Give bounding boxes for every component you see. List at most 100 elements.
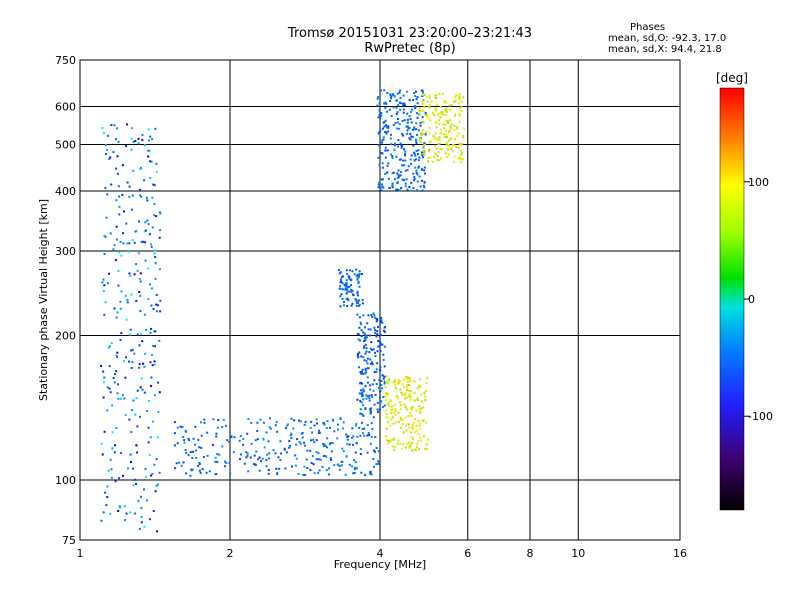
echo-point: [384, 146, 387, 149]
echo-point: [155, 162, 158, 165]
echo-point: [146, 409, 149, 412]
echo-point: [106, 193, 109, 196]
echo-point: [408, 137, 411, 140]
echo-point: [319, 431, 322, 434]
echo-point: [391, 438, 394, 441]
echo-point: [138, 363, 141, 366]
echo-point: [369, 347, 372, 350]
echo-point: [428, 126, 431, 129]
echo-point: [457, 102, 460, 105]
echo-point: [118, 477, 121, 480]
echo-point: [358, 366, 361, 369]
echo-point: [154, 490, 157, 493]
echo-point: [454, 138, 456, 141]
echo-point: [198, 462, 201, 464]
echo-point: [152, 183, 155, 186]
echo-point: [216, 453, 219, 456]
echo-point: [372, 457, 375, 460]
echo-point: [396, 172, 399, 175]
echo-point: [418, 408, 421, 411]
echo-point: [319, 458, 322, 461]
echo-point: [286, 423, 289, 426]
echo-point: [119, 338, 122, 341]
echo-point: [140, 495, 142, 498]
echo-point: [413, 380, 416, 383]
echo-point: [100, 519, 103, 522]
echo-point: [102, 396, 105, 399]
echo-point: [154, 255, 157, 258]
echo-point: [125, 222, 128, 225]
echo-point: [148, 150, 151, 153]
echo-point: [415, 424, 418, 427]
echo-point: [149, 361, 152, 364]
echo-point: [116, 155, 119, 158]
echo-point: [402, 104, 405, 106]
echo-point: [410, 407, 413, 410]
echo-point: [346, 286, 349, 289]
echo-point: [147, 426, 150, 429]
echo-points: [100, 89, 465, 533]
echo-point: [376, 408, 379, 411]
echo-point: [378, 113, 381, 116]
echo-point: [147, 155, 150, 158]
echo-point: [339, 278, 342, 281]
echo-point: [119, 452, 122, 454]
echo-point: [408, 377, 411, 380]
echo-point: [294, 454, 297, 457]
echo-point: [418, 175, 421, 178]
echo-point: [411, 405, 414, 408]
echo-point: [112, 377, 115, 379]
echo-point: [247, 470, 250, 473]
echo-point: [346, 438, 349, 441]
echo-point: [359, 339, 362, 342]
echo-point: [194, 425, 197, 428]
echo-point: [431, 160, 434, 163]
echo-point: [367, 431, 370, 434]
echo-point: [154, 363, 157, 366]
echo-point: [104, 144, 107, 146]
echo-point: [120, 290, 123, 293]
echo-point: [121, 394, 124, 397]
echo-point: [108, 387, 111, 390]
echo-point: [104, 235, 107, 238]
echo-point: [318, 469, 321, 472]
echo-point: [153, 360, 156, 363]
echo-point: [327, 467, 330, 470]
echo-point: [410, 431, 412, 434]
echo-point: [214, 460, 217, 463]
echo-point: [362, 390, 365, 393]
echo-point: [353, 459, 356, 462]
echo-point: [356, 273, 359, 276]
echo-point: [383, 345, 386, 348]
echo-point: [104, 491, 107, 494]
echo-point: [377, 132, 380, 135]
echo-point: [321, 465, 324, 468]
echo-point: [348, 277, 351, 280]
echo-point: [229, 472, 232, 475]
echo-point: [137, 252, 140, 255]
echo-point: [125, 512, 128, 515]
echo-point: [415, 429, 418, 432]
echo-point: [392, 411, 395, 414]
echo-point: [132, 484, 135, 487]
echo-point: [150, 160, 153, 163]
echo-point: [382, 396, 385, 399]
echo-point: [285, 427, 287, 430]
echo-point: [143, 179, 146, 182]
echo-point: [421, 116, 424, 119]
echo-point: [400, 391, 403, 394]
echo-point: [154, 262, 157, 265]
echo-point: [407, 380, 409, 383]
echo-point: [387, 440, 390, 442]
echo-point: [413, 176, 416, 178]
echo-point: [385, 439, 388, 442]
echo-point: [391, 182, 394, 185]
echo-point: [380, 316, 383, 319]
echo-point: [351, 302, 354, 305]
echo-point: [391, 157, 394, 159]
echo-point: [382, 353, 385, 356]
echo-point: [216, 426, 219, 429]
echo-point: [360, 335, 363, 337]
echo-point: [428, 132, 431, 135]
echo-point: [123, 210, 125, 213]
